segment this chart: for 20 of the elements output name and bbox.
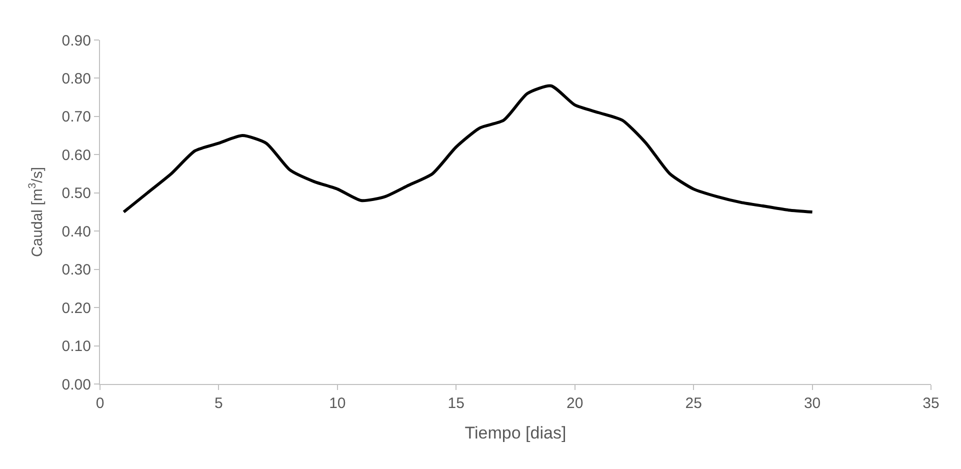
x-tick-label: 20 [566, 395, 584, 412]
x-tick-label: 25 [685, 395, 702, 412]
y-tick-label: 0.10 [62, 338, 91, 356]
y-tick-label: 0.80 [62, 70, 91, 88]
y-tick-label: 0.70 [62, 108, 91, 126]
x-tick-label: 0 [96, 395, 104, 412]
y-tick-label: 0.40 [62, 223, 91, 240]
y-tick-label: 0.50 [62, 185, 91, 202]
line-series [122, 84, 814, 214]
y-tick-label: 0.90 [62, 32, 91, 50]
x-tick-label: 35 [922, 395, 940, 412]
y-tick-label: 0.00 [62, 376, 91, 394]
y-tick-label: 0.20 [62, 300, 91, 317]
x-tick-label: 30 [804, 395, 821, 412]
x-tick-label: 10 [329, 395, 346, 412]
x-tick-label: 5 [214, 395, 223, 412]
y-tick-label: 0.60 [62, 146, 91, 164]
y-tick-label: 0.30 [62, 262, 91, 279]
x-axis-title: Tiempo [dias] [464, 423, 566, 442]
x-tick-label: 15 [448, 395, 464, 412]
